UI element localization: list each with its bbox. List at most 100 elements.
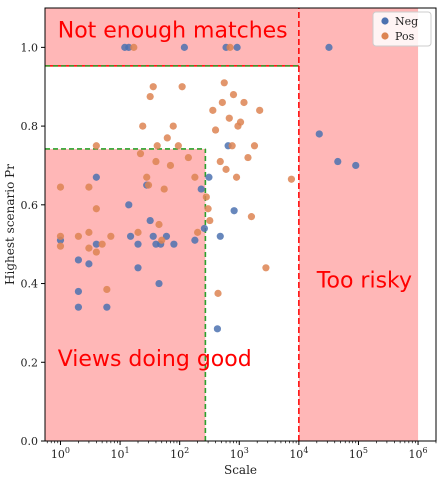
pos-point-19: [146, 92, 154, 101]
region-1: [298, 8, 419, 441]
pos-point-40: [216, 157, 224, 166]
neg-point-26: [205, 173, 213, 181]
neg-point-33: [315, 130, 323, 138]
axes: 100 101 102 103 104 105 106 0.0 0.2 0.4 0.6 0.8 1.0 S…: [3, 7, 437, 477]
pos-point-47: [229, 91, 238, 99]
x-tick-label-3: 103: [230, 446, 249, 461]
pos-point-22: [153, 142, 161, 150]
pos-point-25: [160, 185, 168, 193]
pos-point-36: [206, 216, 214, 225]
x-tick-label-2: 102: [170, 446, 189, 461]
pos-point-38: [211, 126, 220, 134]
pos-point-41: [218, 98, 226, 107]
neg-point-22: [180, 43, 188, 51]
shaded-regions: [45, 8, 419, 441]
pos-point-34: [202, 193, 210, 201]
pos-point-6: [85, 183, 93, 191]
neg-point-3: [74, 303, 83, 311]
neg-point-12: [134, 240, 142, 248]
pos-point-53: [247, 213, 256, 221]
neg-point-11: [126, 232, 135, 240]
x-tick-label-1: 101: [111, 446, 130, 461]
pos-point-35: [204, 205, 212, 213]
x-axis-label: Scale: [224, 463, 257, 477]
neg-point-25: [200, 224, 209, 233]
neg-point-31: [230, 207, 238, 215]
y-tick-label-5: 1.0: [21, 41, 39, 54]
plot-frame: [44, 7, 437, 442]
pos-point-10: [98, 240, 106, 248]
neg-point-4: [85, 260, 93, 268]
neg-point-35: [334, 157, 342, 166]
data-points: [56, 43, 360, 333]
neg-point-28: [216, 232, 224, 240]
pos-point-52: [244, 153, 252, 162]
x-tick-label-5: 105: [349, 446, 368, 461]
pos-point-21: [152, 157, 160, 166]
neg-point-9: [125, 43, 133, 51]
pos-point-46: [228, 142, 236, 150]
pos-point-12: [107, 232, 115, 240]
region-annotations: Not enough matches Too risky Views doing g…: [58, 19, 412, 373]
pos-point-8: [92, 205, 100, 213]
pos-point-9: [92, 248, 100, 256]
neg-point-34: [325, 43, 333, 51]
pos-point-56: [262, 264, 270, 272]
neg-point-20: [162, 232, 171, 240]
pos-point-45: [226, 43, 234, 51]
neg-point-2: [74, 287, 83, 296]
region-label-2: Views doing good: [58, 347, 252, 372]
pos-point-57: [287, 175, 296, 183]
legend-marker-neg: [381, 17, 389, 25]
pos-point-17: [143, 173, 151, 181]
pos-point-32: [191, 173, 199, 181]
pos-point-28: [169, 122, 177, 130]
pos-point-13: [130, 43, 138, 51]
neg-point-36: [352, 161, 360, 170]
x-tick-label-4: 104: [289, 446, 308, 461]
threshold-lines: [45, 8, 300, 441]
legend: Neg Pos: [372, 11, 432, 47]
legend-marker-pos: [381, 32, 389, 40]
pos-point-1: [56, 232, 65, 240]
pos-point-31: [184, 153, 192, 162]
pos-point-39: [214, 289, 222, 297]
neg-point-21: [170, 240, 178, 248]
y-tick-label-3: 0.6: [21, 199, 39, 212]
neg-point-32: [233, 43, 241, 51]
x-tick-label-0: 100: [51, 446, 70, 461]
pos-point-50: [236, 118, 245, 126]
region-label-1: Too risky: [316, 268, 412, 293]
pos-point-7: [92, 142, 100, 150]
region-label-0: Not enough matches: [58, 19, 288, 44]
pos-point-24: [158, 236, 166, 244]
pos-point-54: [250, 142, 259, 150]
neg-point-6: [92, 173, 100, 181]
neg-point-5: [92, 240, 100, 248]
y-tick-label-0: 0.0: [21, 435, 39, 448]
pos-point-55: [256, 106, 264, 114]
pos-point-30: [178, 83, 186, 91]
pos-point-20: [149, 83, 157, 91]
pos-point-14: [134, 228, 142, 236]
pos-point-4: [85, 228, 93, 236]
pos-point-0: [56, 183, 65, 191]
neg-point-16: [149, 232, 157, 240]
pos-point-16: [139, 122, 147, 130]
pos-point-37: [209, 106, 217, 114]
pos-point-42: [220, 79, 228, 87]
region-0: [45, 8, 299, 66]
neg-point-10: [125, 201, 133, 209]
pos-point-33: [194, 228, 202, 236]
y-axis-label: Highest scenario Pr: [3, 164, 17, 285]
y-tick-label-1: 0.2: [21, 356, 39, 369]
pos-point-23: [155, 220, 163, 229]
pos-point-18: [144, 181, 153, 189]
neg-point-24: [197, 185, 205, 193]
neg-point-7: [103, 303, 111, 311]
neg-point-15: [146, 216, 154, 225]
y-tick-label-4: 0.8: [21, 120, 39, 133]
pos-point-26: [163, 134, 171, 142]
neg-point-1: [74, 256, 83, 264]
neg-point-27: [213, 325, 222, 333]
